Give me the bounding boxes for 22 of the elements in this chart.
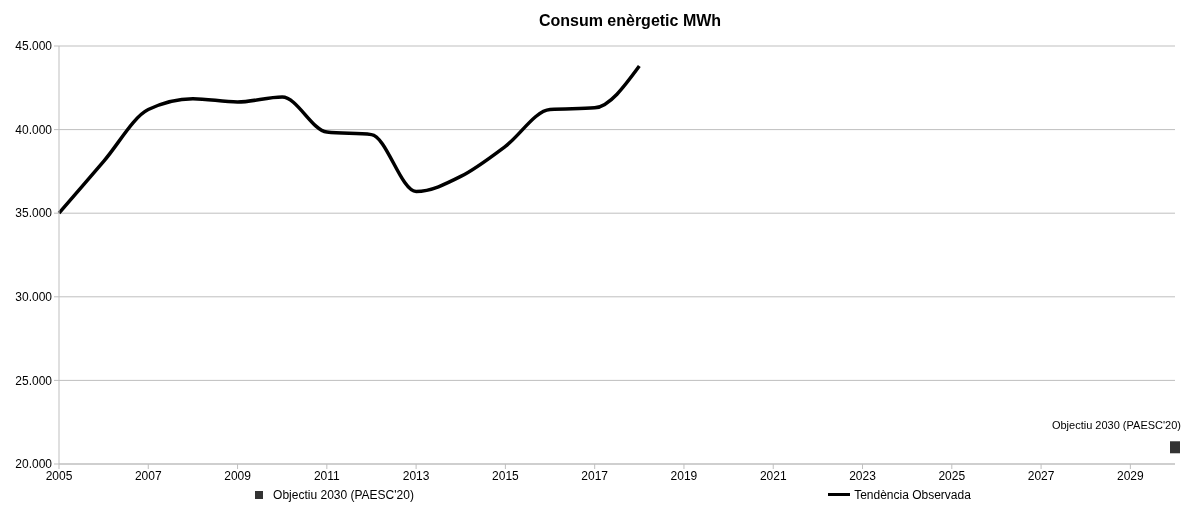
legend-label: Tendència Observada xyxy=(854,488,971,502)
x-tick-label: 2029 xyxy=(1117,468,1145,483)
x-tick-label: 2013 xyxy=(402,468,430,483)
x-tick-label: 2009 xyxy=(224,468,252,483)
x-tick-label: 2011 xyxy=(313,468,341,483)
x-tick-label: 2023 xyxy=(849,468,877,483)
x-tick-label: 2019 xyxy=(670,468,698,483)
x-tick-label: 2017 xyxy=(581,468,609,483)
chart-title: Consum enèrgetic MWh xyxy=(537,11,723,31)
x-tick-label: 2015 xyxy=(492,468,520,483)
y-tick-label: 40.000 xyxy=(15,122,53,137)
line-series xyxy=(57,64,642,215)
annotation: Objectiu 2030 (PAESC'20) xyxy=(1051,419,1181,432)
x-tick-label: 2025 xyxy=(938,468,966,483)
y-tick-label: 45.000 xyxy=(15,39,53,54)
x-tick-label: 2021 xyxy=(759,468,787,483)
legend-label: Objectiu 2030 (PAESC'20) xyxy=(273,488,414,502)
x-tick-label: 2027 xyxy=(1027,468,1055,483)
x-tick-label: 2007 xyxy=(134,468,162,483)
y-tick-label: 30.000 xyxy=(15,290,53,305)
y-tick-label: 25.000 xyxy=(15,373,53,388)
y-tick-label: 35.000 xyxy=(15,206,53,221)
